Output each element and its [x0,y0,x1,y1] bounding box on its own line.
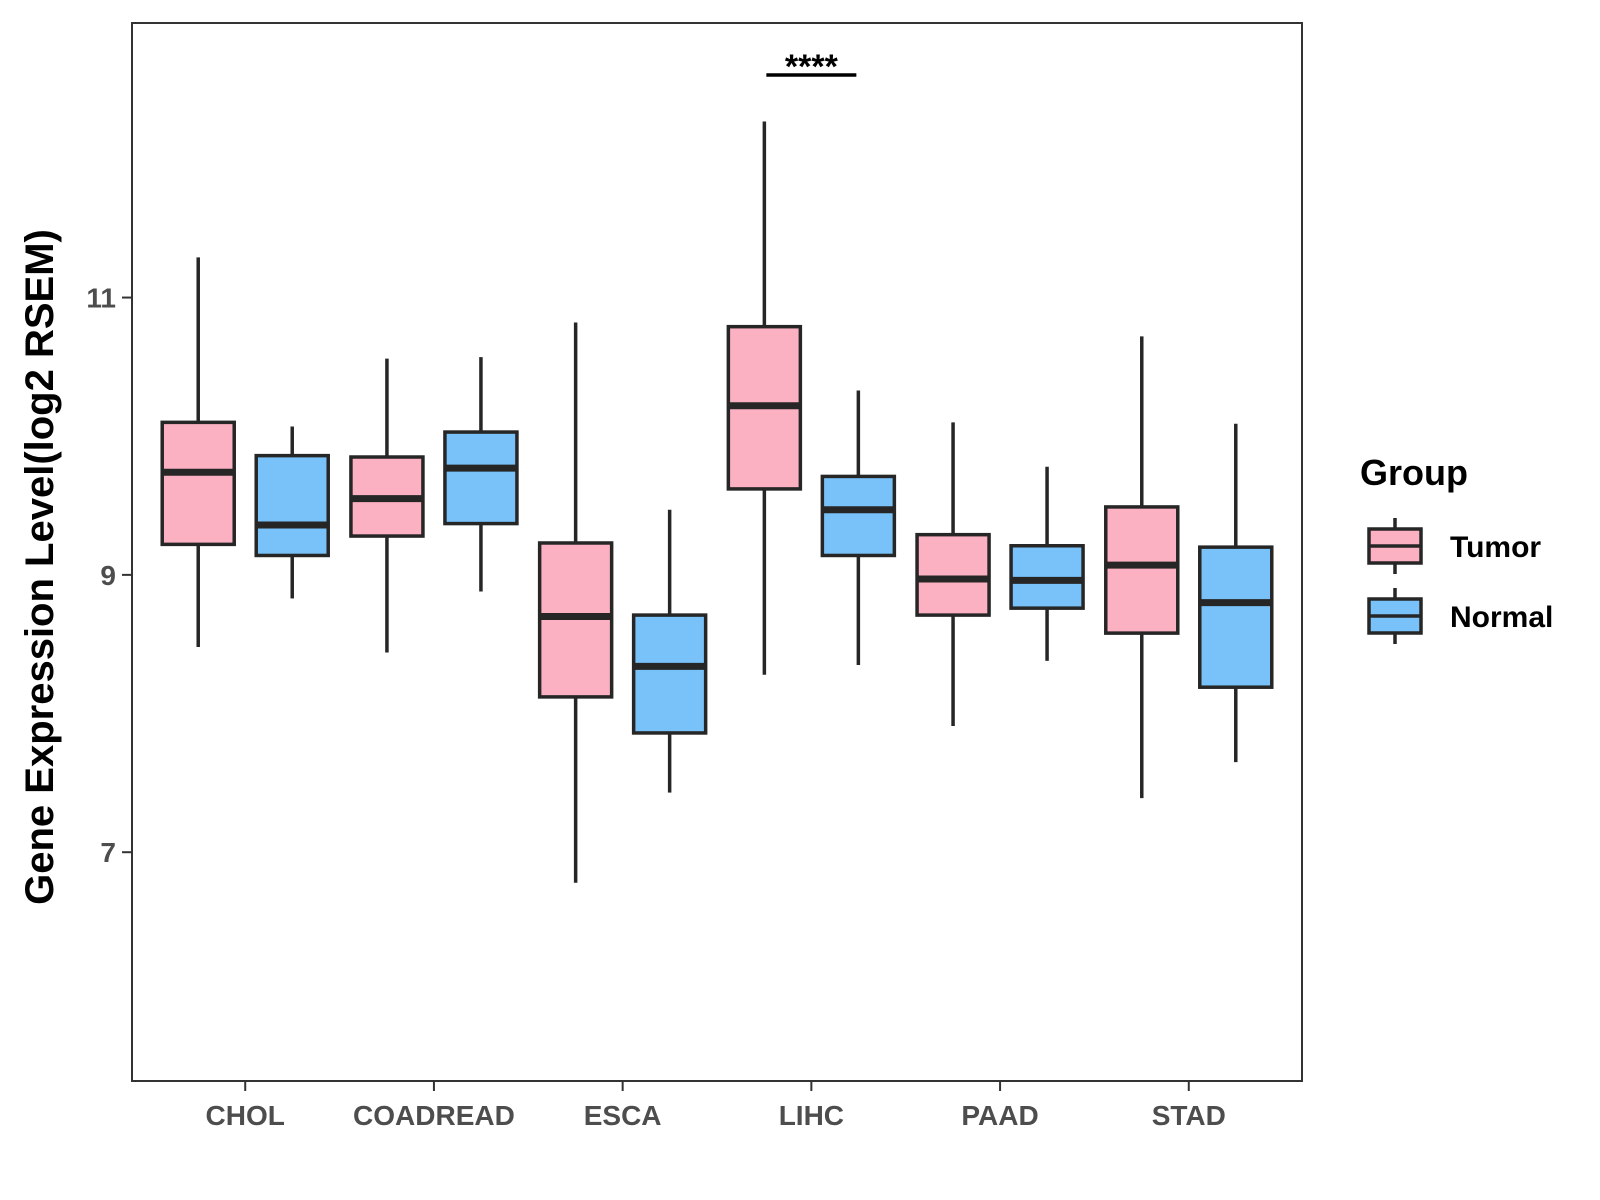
legend: Group Tumor Normal [1360,452,1553,644]
box-coadread-tumor [349,358,425,653]
significance-annotations: **** [766,48,857,86]
plot-panel-border [131,22,1303,1082]
x-tick-label-coadread: COADREAD [353,1100,515,1131]
box-chol-tumor [160,257,236,647]
legend-title: Group [1360,452,1468,493]
box-iqr [254,453,330,558]
x-tick-label-chol: CHOL [206,1100,285,1131]
box-iqr [1104,505,1180,635]
box-esca-normal [631,509,708,793]
legend-item-tumor: Tumor [1367,518,1541,574]
box-iqr [820,474,897,558]
legend-item-normal: Normal [1367,588,1553,644]
x-tick-label-esca: ESCA [584,1100,662,1131]
plot-boxes [160,121,1274,883]
legend-label-tumor: Tumor [1450,531,1541,564]
box-iqr [443,430,519,526]
y-tick-label-11: 11 [86,283,116,314]
box-paad-tumor [915,422,991,727]
x-tick-label-paad: PAAD [961,1100,1038,1131]
legend-items: Tumor Normal [1367,518,1553,644]
box-iqr [631,613,708,735]
y-axis-title: Gene Expression Level(log2 RSEM) [18,229,62,905]
legend-label-normal: Normal [1450,601,1553,634]
box-coadread-normal [443,357,519,592]
box-stad-tumor [1104,336,1180,799]
box-iqr [915,532,991,617]
y-tick-label-9: 9 [100,560,116,591]
x-tick-label-stad: STAD [1152,1100,1226,1131]
box-lihc-tumor [726,121,803,675]
box-chol-normal [254,426,330,599]
x-axis: CHOL COADREAD ESCA LIHC PAAD STAD [206,1081,1226,1131]
box-stad-normal [1198,423,1274,763]
box-lihc-normal [820,390,897,666]
box-iqr [1198,545,1274,689]
y-tick-label-7: 7 [100,837,116,868]
significance-label: **** [785,48,839,86]
y-axis: 7 9 11 [86,283,132,868]
x-tick-label-lihc: LIHC [779,1100,844,1131]
box-paad-normal [1009,466,1085,661]
box-iqr [160,420,236,547]
box-esca-tumor [537,322,614,883]
